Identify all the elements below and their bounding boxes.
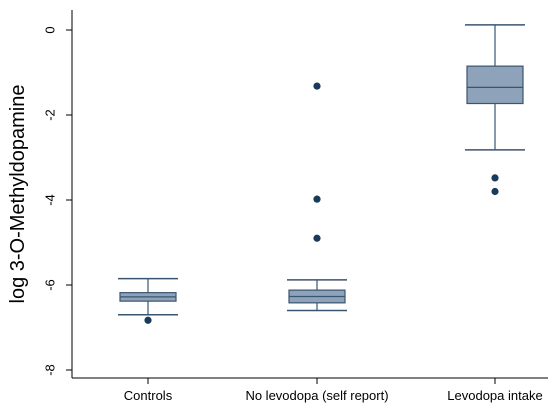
y-tick-label: -4	[43, 194, 58, 206]
x-tick-label: No levodopa (self report)	[245, 388, 388, 403]
box-group	[465, 24, 525, 196]
y-tick-label: 0	[43, 26, 58, 33]
box-group	[287, 82, 347, 312]
outlier-point	[313, 82, 321, 90]
y-tick-label: -6	[43, 279, 58, 291]
outlier-point	[313, 234, 321, 242]
x-tick-label: Controls	[124, 388, 173, 403]
outlier-point	[313, 195, 321, 203]
box	[466, 65, 524, 105]
y-axis: 0 -2 -4 -6 -8	[43, 26, 72, 376]
outlier-point	[491, 174, 499, 182]
outlier-point	[491, 187, 499, 196]
box-group	[118, 277, 178, 324]
boxes-layer	[118, 24, 525, 324]
outlier-point	[144, 316, 152, 324]
x-tick-label: Levodopa intake	[447, 388, 542, 403]
y-tick-label: -8	[43, 364, 58, 376]
x-axis: Controls No levodopa (self report) Levodop…	[124, 378, 543, 403]
y-axis-title: log 3-O-Methyldopamine	[7, 85, 29, 304]
plot-frame	[71, 10, 548, 379]
y-tick-label: -2	[43, 109, 58, 121]
